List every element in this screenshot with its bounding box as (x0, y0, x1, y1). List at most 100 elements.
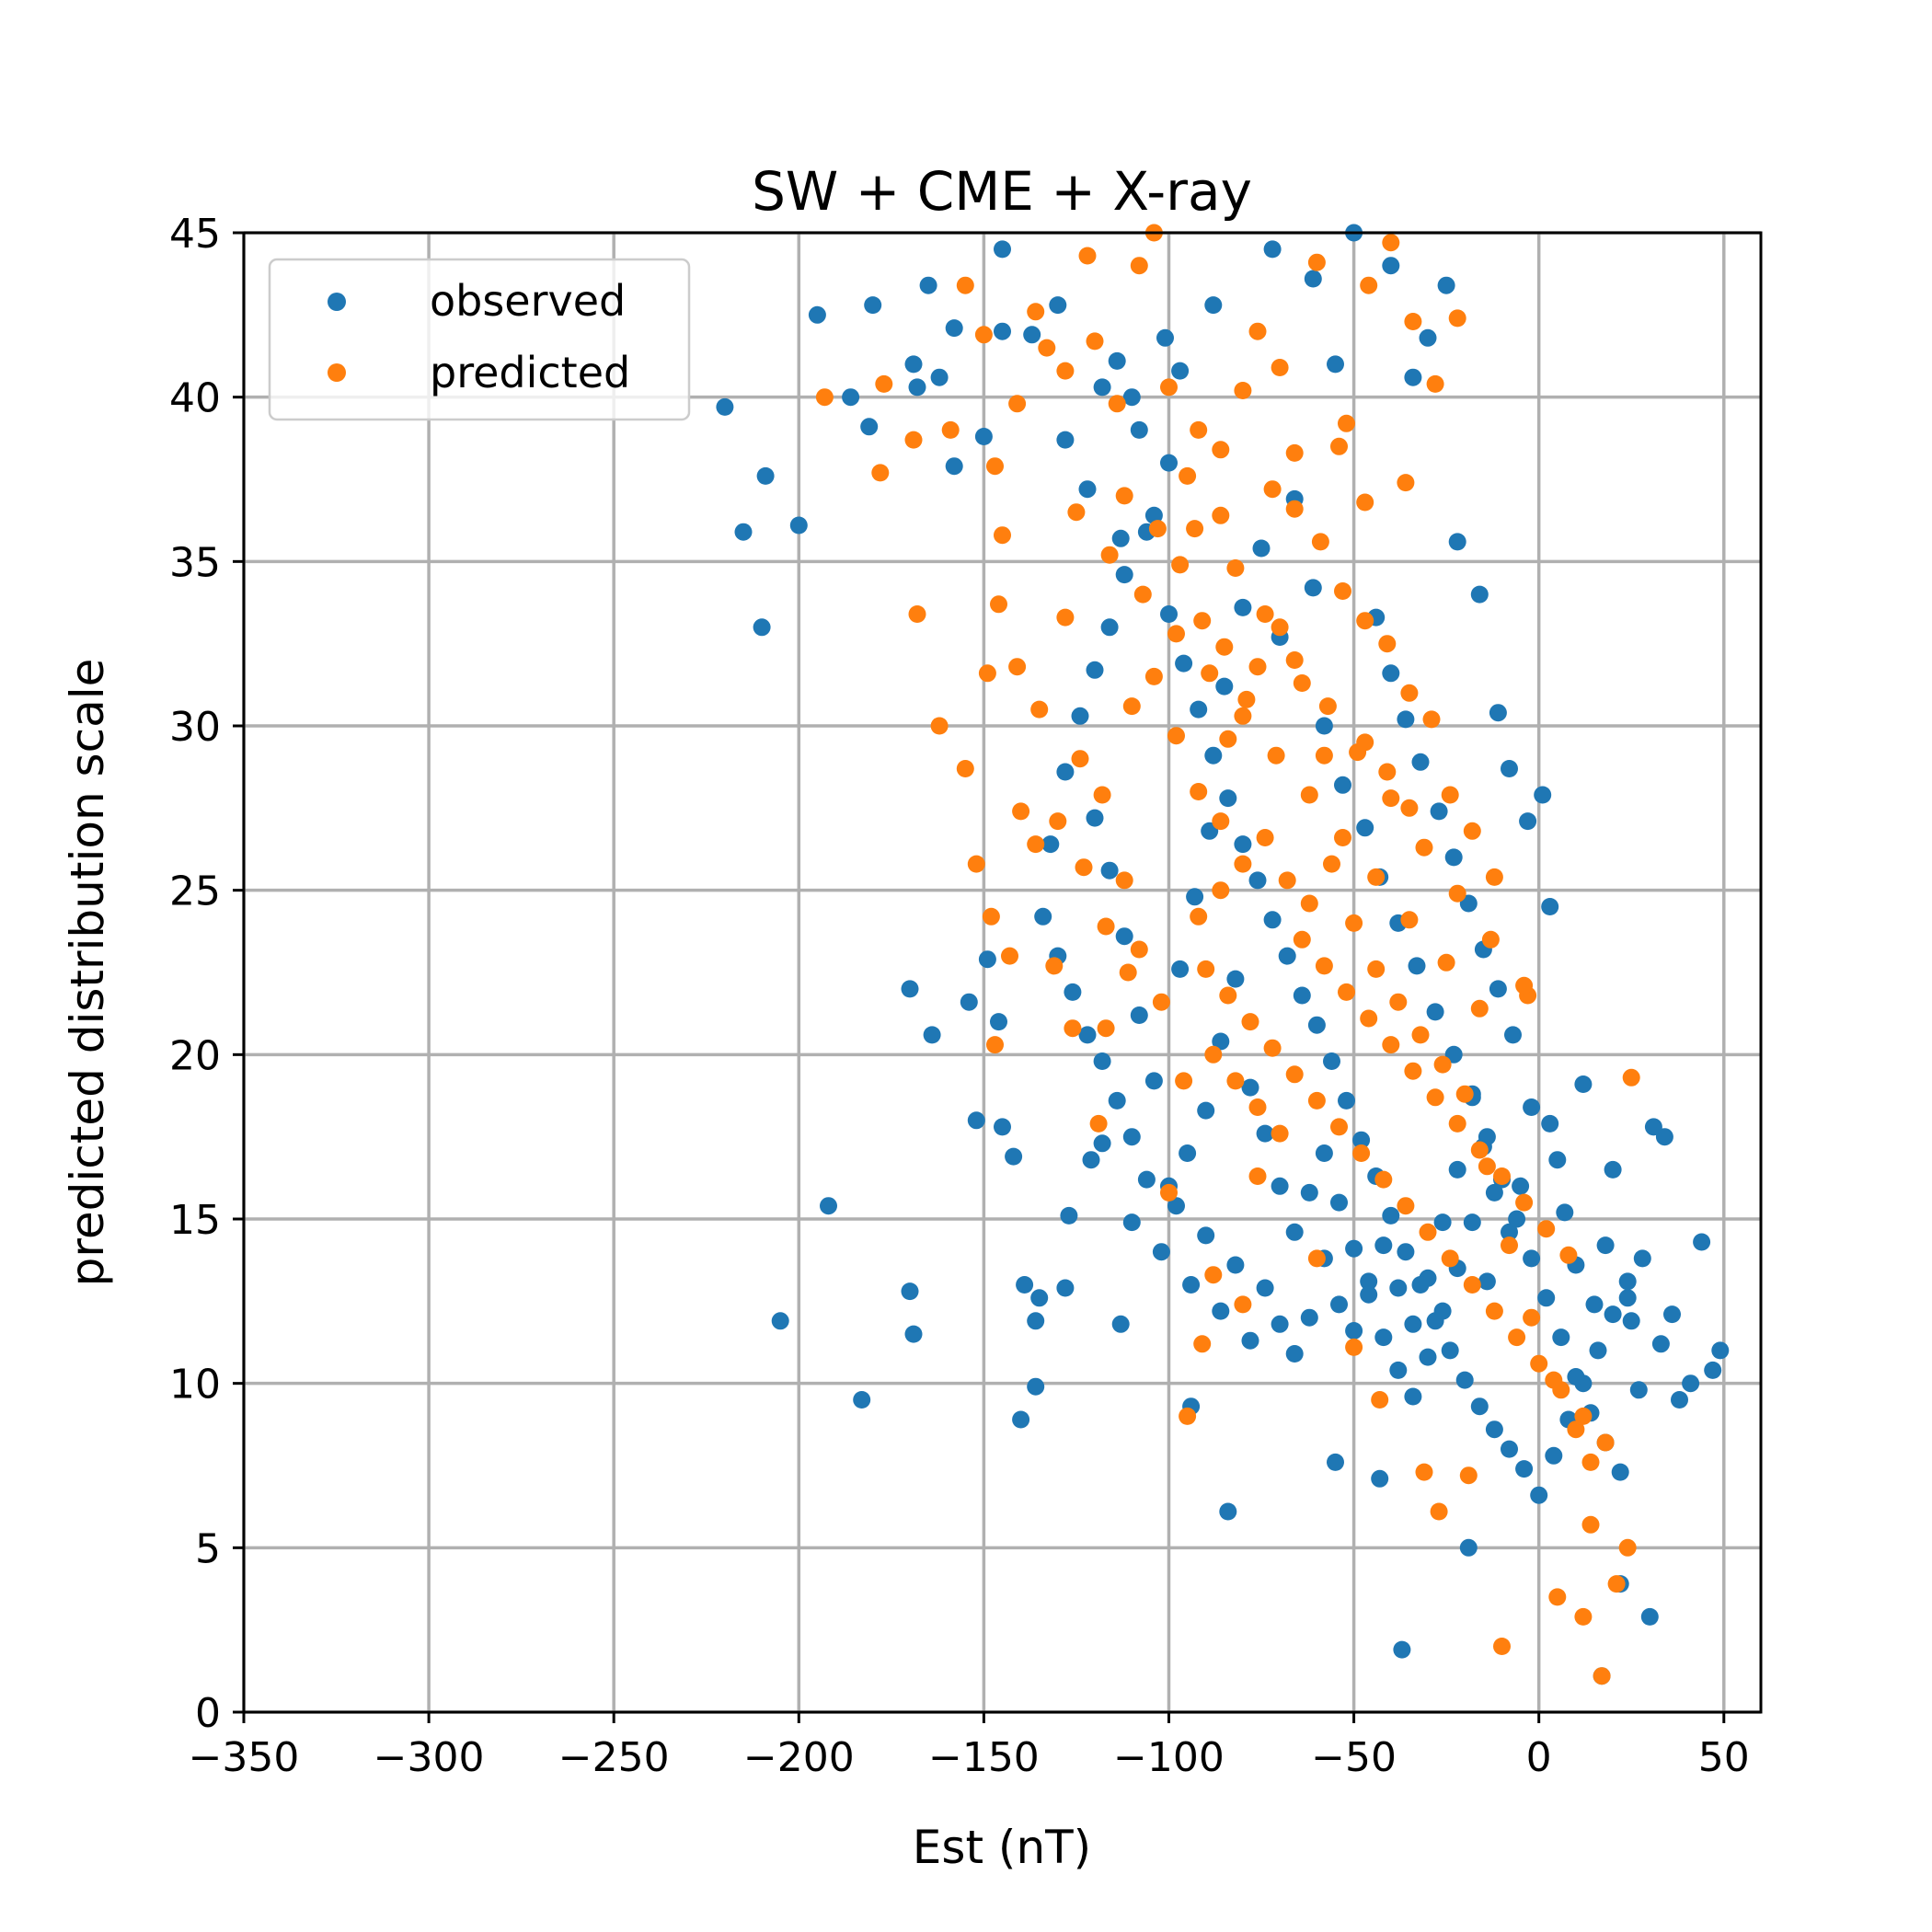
observed-point (1197, 1226, 1215, 1245)
predicted-point (1204, 1045, 1223, 1064)
observed-point (1501, 1223, 1518, 1241)
observed-point (1604, 1160, 1622, 1179)
predicted-point (1160, 1183, 1178, 1202)
predicted-point (978, 664, 996, 683)
observed-point (1426, 1003, 1444, 1021)
predicted-point (1400, 799, 1419, 817)
predicted-point (982, 907, 1000, 926)
observed-point (1241, 1331, 1259, 1350)
observed-point (1012, 1410, 1030, 1429)
observed-point (860, 418, 879, 436)
observed-point (1093, 1134, 1111, 1153)
predicted-point (1441, 1249, 1459, 1268)
predicted-point (1008, 658, 1027, 676)
observed-point (1111, 1315, 1130, 1333)
observed-point (901, 980, 919, 998)
observed-point (1470, 1397, 1489, 1416)
predicted-point (1133, 585, 1152, 604)
observed-point (1115, 566, 1133, 584)
predicted-point (1285, 1065, 1304, 1084)
observed-point (901, 1282, 919, 1301)
observed-point (1234, 598, 1252, 616)
predicted-point (1307, 1091, 1326, 1110)
predicted-point (1130, 940, 1148, 959)
observed-point (1082, 1151, 1100, 1169)
predicted-point (1593, 1667, 1611, 1685)
observed-point (994, 240, 1011, 259)
observed-point (771, 1312, 789, 1330)
predicted-point (1400, 911, 1419, 929)
observed-point (904, 1325, 923, 1343)
predicted-point (1448, 884, 1466, 903)
observed-point (1271, 1177, 1289, 1195)
observed-point (1501, 760, 1518, 777)
x-tick-label: −300 (374, 1734, 485, 1781)
predicted-point (1144, 667, 1163, 685)
predicted-point (1530, 1354, 1548, 1373)
predicted-point (1581, 1515, 1600, 1534)
predicted-point (1374, 1170, 1393, 1189)
predicted-point (1241, 1013, 1259, 1031)
predicted-point (1248, 1167, 1267, 1185)
predicted-point (1263, 1039, 1282, 1057)
observed-point (1444, 1045, 1463, 1064)
observed-point (1041, 835, 1060, 854)
predicted-point (1307, 253, 1326, 271)
observed-point (1433, 1302, 1452, 1320)
predicted-point (1167, 625, 1185, 643)
predicted-point (1415, 838, 1433, 857)
predicted-point (1152, 993, 1170, 1011)
observed-point (1315, 717, 1333, 735)
observed-point (945, 319, 963, 338)
predicted-point (1404, 313, 1422, 330)
observed-point (1304, 579, 1322, 597)
observed-point (1056, 1279, 1075, 1297)
observed-point (1404, 1387, 1422, 1406)
predicted-point (967, 855, 985, 873)
observed-point (1345, 1322, 1363, 1340)
observed-point (1093, 1052, 1111, 1070)
observed-point (1263, 240, 1282, 259)
observed-point (1204, 296, 1223, 315)
observed-point (1508, 1210, 1526, 1228)
series-observed (716, 224, 1730, 1685)
observed-point (1585, 1295, 1604, 1314)
predicted-point (1293, 674, 1311, 692)
predicted-point (1300, 786, 1318, 804)
observed-point (1278, 947, 1296, 965)
predicted-point (1179, 1407, 1197, 1425)
predicted-point (1056, 608, 1075, 627)
observed-point (1682, 1374, 1700, 1393)
observed-point (1152, 1243, 1170, 1261)
predicted-point (1459, 1466, 1478, 1485)
predicted-point (1012, 802, 1030, 821)
observed-point (1186, 888, 1204, 906)
observed-point (1060, 1206, 1078, 1225)
observed-point (1704, 1361, 1722, 1379)
observed-point (1352, 1131, 1371, 1149)
predicted-point (1212, 812, 1230, 831)
observed-point (960, 993, 978, 1011)
predicted-point (1607, 1575, 1626, 1593)
observed-point (1596, 1236, 1615, 1255)
observed-point (1219, 789, 1237, 808)
predicted-point (904, 431, 923, 449)
legend-marker-predicted (328, 363, 346, 382)
observed-point (1360, 1285, 1378, 1304)
observed-point (1644, 1118, 1662, 1136)
observed-point (753, 618, 771, 637)
observed-point (1589, 1341, 1607, 1360)
observed-point (1618, 1272, 1637, 1291)
observed-point (1171, 362, 1190, 380)
observed-point (1512, 1177, 1530, 1195)
predicted-point (1330, 437, 1348, 455)
observed-point (1552, 1328, 1570, 1347)
observed-point (1111, 529, 1130, 547)
legend: observed predicted (268, 258, 691, 421)
predicted-point (875, 374, 893, 393)
predicted-point (1389, 993, 1408, 1011)
predicted-point (1234, 707, 1252, 725)
observed-point (908, 378, 926, 397)
predicted-point (1001, 947, 1018, 965)
